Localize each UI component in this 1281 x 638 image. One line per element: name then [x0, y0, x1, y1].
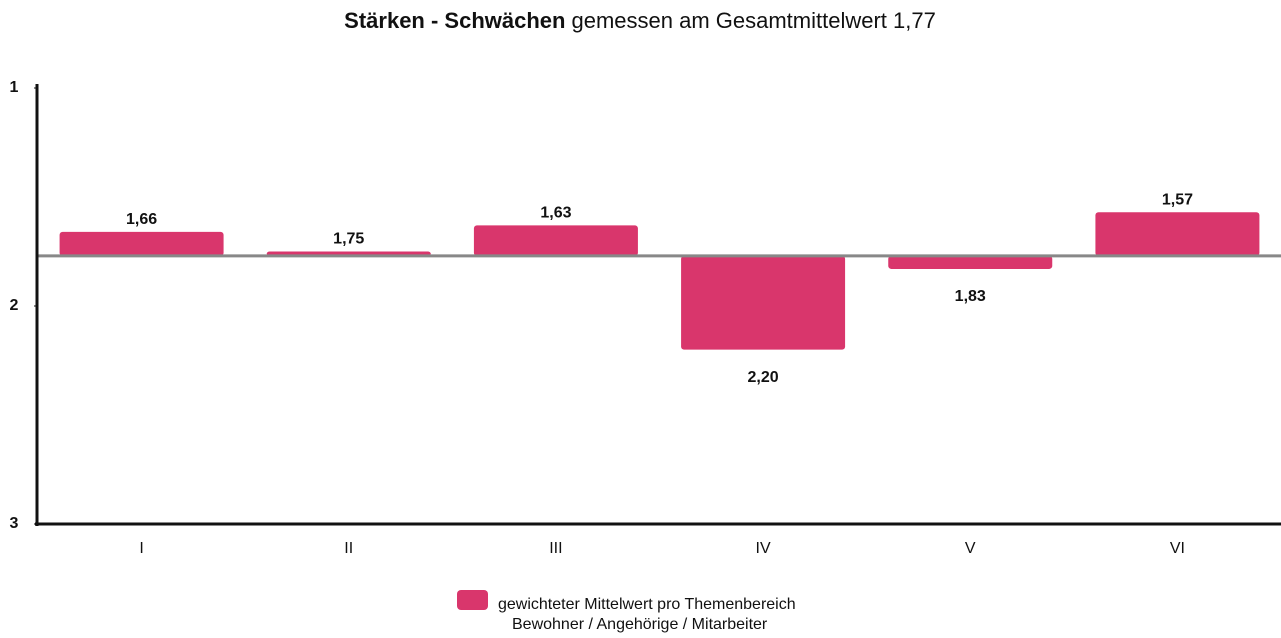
x-tick-label: III: [549, 540, 562, 557]
title-rest: gemessen am Gesamtmittelwert 1,77: [571, 8, 935, 33]
legend-note: Bewohner / Angehörige / Mitarbeiter: [512, 616, 768, 633]
y-tick-label: 3: [10, 515, 19, 532]
bar: [59, 231, 224, 256]
value-label: 1,66: [126, 211, 157, 228]
value-label: 1,57: [1162, 191, 1193, 208]
title-bold: Stärken - Schwächen: [344, 8, 565, 33]
legend-label: gewichteter Mittelwert pro Themenbereich: [498, 596, 796, 613]
x-tick-label: VI: [1170, 540, 1185, 557]
y-tick-label: 2: [10, 297, 19, 314]
bar: [473, 225, 638, 256]
value-label: 1,63: [540, 205, 571, 222]
bar: [1095, 212, 1260, 256]
x-tick-label: IV: [756, 540, 771, 557]
x-tick-label: I: [139, 540, 143, 557]
bar: [888, 255, 1053, 269]
x-tick-label: II: [344, 540, 353, 557]
y-tick-label: 1: [10, 79, 19, 96]
bar: [681, 255, 846, 350]
chart-title: Stärken - Schwächen gemessen am Gesamtmit…: [344, 8, 936, 33]
value-label: 1,83: [955, 288, 986, 305]
x-tick-label: V: [965, 540, 976, 557]
legend-swatch: [457, 590, 488, 610]
value-label: 1,75: [333, 231, 364, 248]
value-label: 2,20: [748, 369, 779, 386]
